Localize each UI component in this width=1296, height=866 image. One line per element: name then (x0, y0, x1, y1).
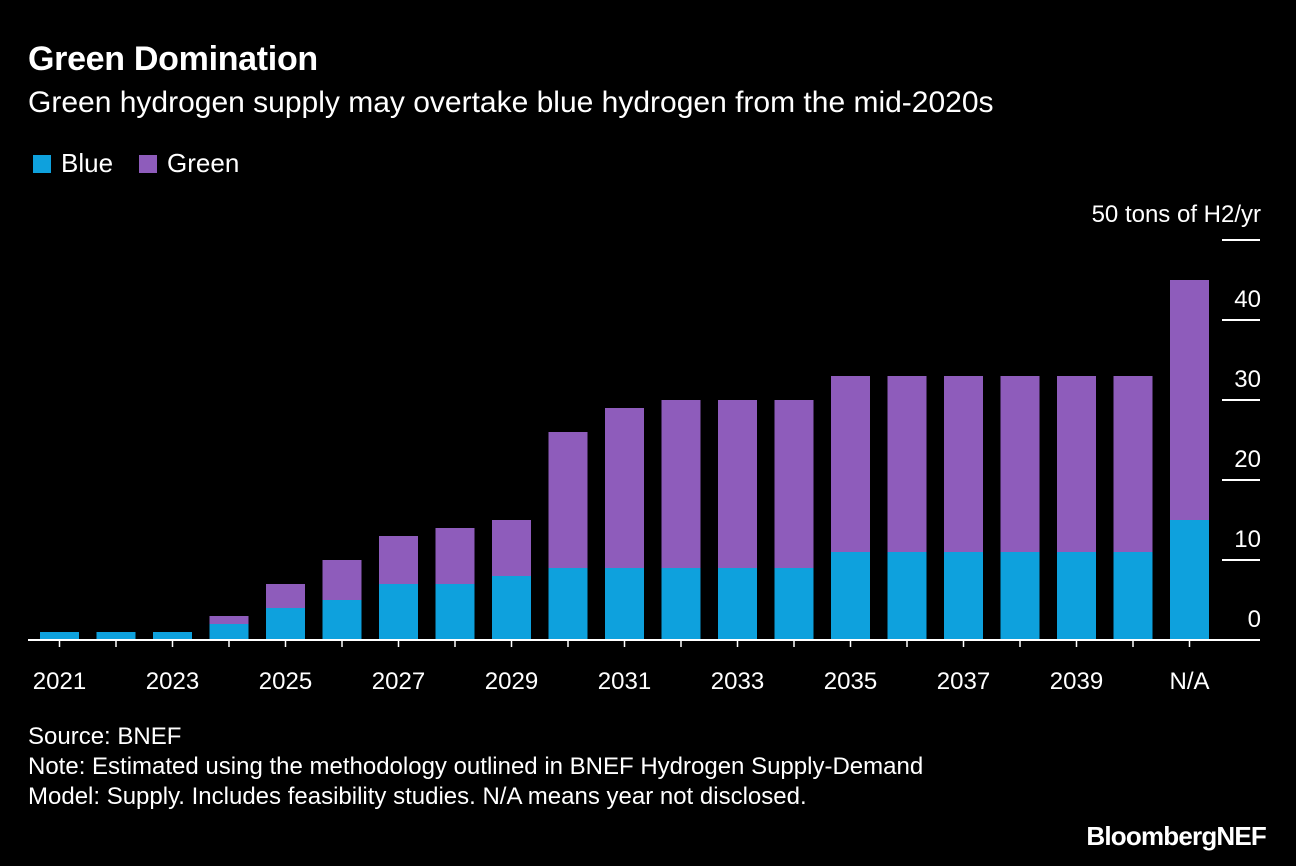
y-axis-title: 50 tons of H2/yr (1092, 201, 1261, 228)
bar-blue-2031 (605, 568, 644, 640)
bar-blue-2028 (435, 584, 475, 640)
x-tick-label-2025: 2025 (259, 668, 312, 695)
chart-title: Green Domination (28, 40, 318, 78)
bloombergnef-logo: BloombergNEF (1086, 821, 1266, 851)
bar-green-2037 (944, 376, 983, 552)
y-tick-label-10: 10 (1234, 526, 1261, 553)
y-tick-label-20: 20 (1234, 446, 1261, 473)
bar-blue-2024 (209, 624, 249, 640)
bar-green-2035 (831, 376, 870, 552)
bar-blue-2039 (1057, 552, 1096, 640)
bar-blue-2038 (1000, 552, 1040, 640)
bar-blue-2021 (40, 632, 79, 640)
bar-green-2034 (774, 400, 814, 568)
bar-green-2033 (718, 400, 757, 568)
bar-blue-N/A (1170, 520, 1209, 640)
legend-item-green: Green (139, 148, 239, 179)
legend-item-blue: Blue (33, 148, 113, 179)
y-tick-label-0: 0 (1248, 606, 1261, 633)
x-tick-label-2027: 2027 (372, 668, 425, 695)
bar-green-2026 (322, 560, 362, 600)
bar-green-2036 (887, 376, 927, 552)
bar-green-2027 (379, 536, 418, 584)
x-tick-label-2021: 2021 (33, 668, 86, 695)
bar-blue-2037 (944, 552, 983, 640)
bar-green-N/A (1170, 280, 1209, 520)
bar-green-2040 (1113, 376, 1153, 552)
source-notes: Source: BNEF Note: Estimated using the m… (28, 722, 958, 812)
x-tick-label-2035: 2035 (824, 668, 877, 695)
source-text: Source: BNEF (28, 723, 182, 750)
bar-green-2030 (548, 432, 588, 568)
bar-blue-2022 (96, 632, 136, 640)
x-tick-label-N/A: N/A (1169, 668, 1209, 695)
bar-green-2025 (266, 584, 305, 608)
bar-green-2031 (605, 408, 644, 568)
bar-blue-2025 (266, 608, 305, 640)
bar-blue-2033 (718, 568, 757, 640)
bar-green-2038 (1000, 376, 1040, 552)
y-tick-label-30: 30 (1234, 366, 1261, 393)
bar-blue-2036 (887, 552, 927, 640)
bar-green-2024 (209, 616, 249, 624)
note-text: Note: Estimated using the methodology ou… (28, 753, 924, 810)
bar-blue-2034 (774, 568, 814, 640)
bar-green-2032 (661, 400, 701, 568)
legend-swatch-blue (33, 154, 51, 173)
legend: Blue Green (33, 148, 265, 179)
bar-blue-2023 (153, 632, 192, 640)
legend-swatch-green (139, 154, 158, 173)
x-tick-label-2039: 2039 (1050, 668, 1103, 695)
x-tick-label-2031: 2031 (598, 668, 651, 695)
y-tick-label-40: 40 (1234, 286, 1261, 313)
bar-green-2029 (492, 520, 531, 576)
bar-blue-2027 (379, 584, 418, 640)
x-tick-label-2037: 2037 (937, 668, 990, 695)
bar-green-2039 (1057, 376, 1096, 552)
bar-green-2028 (435, 528, 475, 584)
x-tick-label-2023: 2023 (146, 668, 199, 695)
legend-label-green: Green (167, 148, 240, 178)
bar-blue-2026 (322, 600, 362, 640)
x-tick-label-2029: 2029 (485, 668, 538, 695)
bar-blue-2030 (548, 568, 588, 640)
bar-blue-2035 (831, 552, 870, 640)
chart-subtitle: Green hydrogen supply may overtake blue … (28, 86, 994, 119)
bar-blue-2029 (492, 576, 531, 640)
x-tick-label-2033: 2033 (711, 668, 764, 695)
bar-blue-2032 (661, 568, 701, 640)
legend-label-blue: Blue (61, 148, 114, 178)
bar-blue-2040 (1113, 552, 1153, 640)
